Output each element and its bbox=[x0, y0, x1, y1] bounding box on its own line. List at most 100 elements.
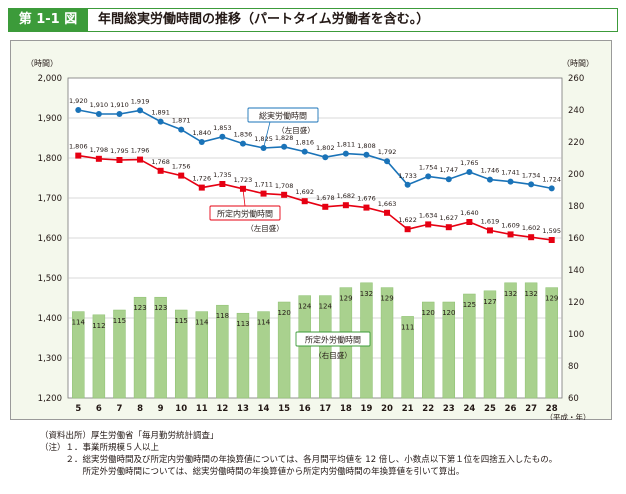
left-tick-label: 1,500 bbox=[38, 274, 62, 284]
line-value-label: 1,756 bbox=[172, 163, 191, 171]
line-value-label: 1,891 bbox=[151, 109, 170, 117]
right-tick-label: 180 bbox=[568, 202, 584, 212]
left-tick-label: 1,400 bbox=[38, 314, 62, 324]
bar-value-label: 112 bbox=[92, 322, 105, 330]
left-tick-label: 2,000 bbox=[38, 74, 62, 84]
bar-value-label: 111 bbox=[401, 323, 414, 331]
x-tick-label: 9 bbox=[158, 404, 164, 414]
x-tick-label: 25 bbox=[484, 404, 496, 414]
line-value-label: 1,619 bbox=[481, 217, 500, 225]
bar-value-label: 120 bbox=[422, 309, 435, 317]
line-point bbox=[95, 111, 102, 117]
x-tick-label: 21 bbox=[402, 404, 414, 414]
line-value-label: 1,806 bbox=[69, 143, 88, 151]
left-tick-label: 1,600 bbox=[38, 234, 62, 244]
x-tick-label: 18 bbox=[340, 404, 352, 414]
x-tick-label: 19 bbox=[361, 404, 373, 414]
line-point bbox=[137, 156, 144, 163]
bar-value-label: 113 bbox=[236, 320, 249, 328]
callout-axis-note: （右目盛） bbox=[314, 350, 352, 360]
x-tick-label: 11 bbox=[196, 404, 208, 414]
x-tick-label: 17 bbox=[319, 404, 331, 414]
bar bbox=[195, 311, 209, 399]
line-value-label: 1,711 bbox=[254, 181, 273, 189]
line-point bbox=[301, 198, 308, 205]
callout-box bbox=[247, 107, 319, 123]
line-point bbox=[528, 181, 535, 188]
line-value-label: 1,920 bbox=[69, 97, 88, 105]
bar bbox=[421, 301, 435, 399]
right-axis-unit: （時間） bbox=[562, 59, 594, 68]
line-value-label: 1,678 bbox=[316, 194, 335, 202]
bar-value-label: 120 bbox=[277, 309, 290, 317]
line-point bbox=[486, 176, 493, 183]
bar-value-label: 129 bbox=[339, 295, 352, 303]
bar-value-label: 124 bbox=[298, 303, 312, 311]
line-value-label: 1,798 bbox=[90, 146, 109, 154]
line-point bbox=[178, 172, 185, 179]
callout-box bbox=[295, 331, 371, 347]
bar bbox=[277, 301, 291, 399]
line-point bbox=[198, 184, 205, 191]
line-point bbox=[363, 151, 370, 158]
line-value-label: 1,910 bbox=[90, 101, 109, 109]
line-value-label: 1,802 bbox=[316, 144, 335, 152]
line-point bbox=[507, 178, 514, 185]
line-value-label: 1,682 bbox=[337, 192, 356, 200]
line-value-label: 1,919 bbox=[131, 97, 150, 105]
line-value-label: 1,734 bbox=[522, 171, 541, 179]
bar-value-label: 127 bbox=[483, 298, 496, 306]
line-point bbox=[75, 107, 82, 113]
figure-number: 第 1-1 図 bbox=[8, 8, 88, 32]
right-tick-label: 120 bbox=[568, 298, 584, 308]
right-tick-label: 80 bbox=[568, 362, 579, 372]
chart-svg: 1,200 1,300 1,400 1,500 1,600 1,700 1,800 1,900… bbox=[26, 59, 594, 420]
x-tick-label: 15 bbox=[278, 404, 290, 414]
line-value-label: 1,828 bbox=[275, 134, 294, 142]
line-point bbox=[466, 169, 473, 175]
bar bbox=[524, 282, 538, 399]
line-value-label: 1,825 bbox=[254, 135, 273, 143]
bar-value-label: 132 bbox=[504, 290, 517, 298]
x-tick-label: 13 bbox=[237, 404, 249, 414]
bar bbox=[113, 309, 126, 399]
line-value-label: 1,765 bbox=[460, 159, 479, 167]
x-tick-label: 8 bbox=[137, 404, 143, 414]
line-value-label: 1,741 bbox=[501, 169, 520, 177]
bar bbox=[463, 293, 476, 399]
note-source: （資料出所）厚生労働省「毎月勤労統計調査」 bbox=[40, 431, 219, 441]
line-point bbox=[75, 152, 82, 159]
bar bbox=[257, 311, 270, 399]
right-tick-label: 60 bbox=[568, 394, 579, 404]
left-axis-unit: （時間） bbox=[26, 59, 58, 68]
x-tick-label: 24 bbox=[463, 404, 475, 414]
bar bbox=[236, 312, 250, 399]
x-tick-label: 20 bbox=[381, 404, 393, 414]
x-tick-label: 16 bbox=[299, 404, 311, 414]
line-value-label: 1,840 bbox=[192, 129, 211, 137]
bar bbox=[545, 287, 558, 399]
line-point bbox=[342, 202, 349, 209]
bar bbox=[72, 311, 85, 399]
right-tick-label: 200 bbox=[568, 170, 584, 180]
note-2: ２．総実労働時間及び所定内労働時間の年換算値については、各月間平均値を 12 倍… bbox=[40, 455, 558, 465]
line-point bbox=[116, 111, 123, 117]
bar-value-label: 132 bbox=[524, 290, 537, 298]
line-point bbox=[425, 221, 432, 228]
figure-header: 第 1-1 図 年間総実労働時間の推移（パートタイム労働者を含む。） bbox=[0, 0, 626, 34]
line-point bbox=[425, 173, 432, 180]
series-line bbox=[78, 109, 552, 190]
right-tick-label: 240 bbox=[568, 106, 584, 116]
left-tick-label: 1,800 bbox=[38, 154, 62, 164]
line-point bbox=[322, 154, 329, 161]
line-point bbox=[342, 150, 349, 157]
bar bbox=[92, 314, 106, 399]
line-point bbox=[322, 203, 329, 210]
bar-value-label: 114 bbox=[195, 319, 209, 327]
callout-label: 所定外労働時間 bbox=[305, 335, 361, 345]
right-tick-label: 220 bbox=[568, 138, 584, 148]
line-point bbox=[301, 148, 308, 155]
bar-value-label: 118 bbox=[216, 312, 229, 320]
line-value-label: 1,622 bbox=[398, 216, 417, 224]
x-axis-unit: （平成・年） bbox=[546, 412, 591, 420]
